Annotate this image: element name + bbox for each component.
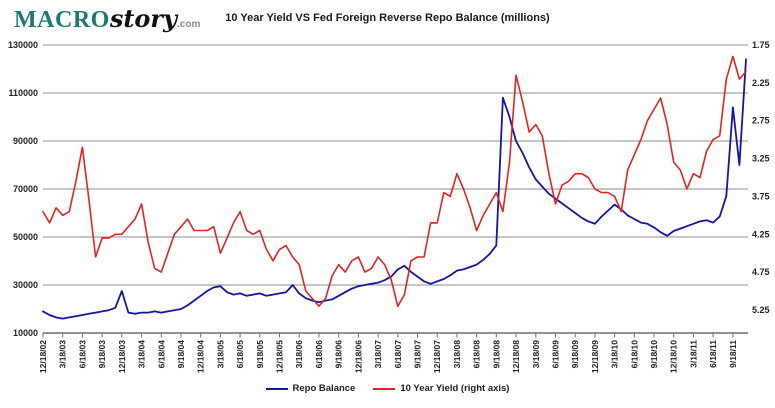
x-axis-tick-label: 6/18/05 bbox=[235, 340, 245, 369]
left-axis-tick-label: 90000 bbox=[13, 136, 38, 146]
x-axis-tick-label: 3/18/04 bbox=[137, 340, 147, 369]
right-axis-tick-label: 3.75 bbox=[752, 191, 770, 201]
x-axis-tick-label: 12/18/09 bbox=[590, 340, 600, 373]
x-axis-tick-label: 3/18/07 bbox=[373, 340, 383, 369]
right-axis-tick-label: 2.25 bbox=[752, 78, 770, 88]
right-axis-tick-label: 1.75 bbox=[752, 40, 770, 50]
x-axis-tick-label: 3/18/10 bbox=[610, 340, 620, 369]
right-axis-tick-label: 2.75 bbox=[752, 116, 770, 126]
x-axis-tick-label: 12/18/05 bbox=[275, 340, 285, 373]
right-axis-tick-label: 5.25 bbox=[752, 305, 770, 315]
left-axis-tick-label: 30000 bbox=[13, 280, 38, 290]
x-axis-tick-label: 3/18/05 bbox=[215, 340, 225, 369]
yield-line-swatch bbox=[373, 387, 396, 390]
x-axis-tick-label: 9/18/11 bbox=[728, 340, 738, 368]
x-axis-tick-label: 6/18/10 bbox=[629, 340, 639, 369]
x-axis-tick-label: 3/18/11 bbox=[688, 340, 698, 368]
right-axis-tick-label: 4.25 bbox=[752, 229, 770, 239]
x-axis-tick-label: 3/18/08 bbox=[452, 340, 462, 369]
repo-balance-line-swatch bbox=[265, 387, 288, 390]
left-axis-tick-label: 10000 bbox=[13, 328, 38, 338]
x-axis-tick-label: 6/18/03 bbox=[77, 340, 87, 369]
x-axis-tick-label: 12/18/06 bbox=[353, 340, 363, 373]
x-axis-tick-label: 6/18/11 bbox=[708, 340, 718, 368]
x-axis-tick-label: 12/18/07 bbox=[432, 340, 442, 373]
x-axis-tick-label: 9/18/09 bbox=[570, 340, 580, 369]
x-axis-tick-label: 6/18/09 bbox=[551, 340, 561, 369]
right-axis-tick-label: 3.25 bbox=[752, 154, 770, 164]
left-axis-tick-label: 130000 bbox=[8, 40, 38, 50]
legend-item-10-year-yield: 10 Year Yield (right axis) bbox=[373, 383, 509, 394]
x-axis-tick-label: 6/18/04 bbox=[156, 340, 166, 369]
x-axis-tick-label: 12/18/08 bbox=[511, 340, 521, 373]
x-axis-tick-label: 6/18/08 bbox=[472, 340, 482, 369]
x-axis-tick-label: 9/18/04 bbox=[176, 340, 186, 369]
x-axis-tick-label: 12/18/03 bbox=[117, 340, 127, 373]
x-axis-tick-label: 6/18/06 bbox=[314, 340, 324, 369]
ten-year-yield-line bbox=[42, 55, 747, 308]
x-axis-tick-label: 9/18/07 bbox=[413, 340, 423, 369]
right-axis-tick-label: 4.75 bbox=[752, 267, 770, 277]
x-axis-tick-label: 12/18/04 bbox=[196, 340, 206, 373]
logo-macro-text: MACRO bbox=[14, 7, 110, 33]
x-axis-tick-label: 9/18/05 bbox=[255, 340, 265, 369]
legend-label-10-year-yield: 10 Year Yield (right axis) bbox=[400, 383, 510, 394]
x-axis-tick-label: 3/18/03 bbox=[58, 340, 68, 369]
x-axis-tick-label: 9/18/08 bbox=[491, 340, 501, 369]
legend-label-repo-balance: Repo Balance bbox=[292, 383, 356, 394]
x-axis-tick-label: 9/18/06 bbox=[334, 340, 344, 369]
x-axis-tick-label: 3/18/06 bbox=[294, 340, 304, 369]
legend-item-repo-balance: Repo Balance bbox=[265, 383, 356, 394]
left-axis-tick-label: 50000 bbox=[13, 232, 38, 242]
left-axis-tick-label: 110000 bbox=[8, 88, 38, 98]
left-axis-tick-label: 70000 bbox=[13, 184, 38, 194]
chart-title: 10 Year Yield VS Fed Foreign Reverse Rep… bbox=[225, 12, 550, 24]
x-axis-tick-label: 9/18/03 bbox=[97, 340, 107, 369]
logo-story-text: story bbox=[109, 4, 178, 33]
x-axis-tick-label: 3/18/09 bbox=[531, 340, 541, 369]
x-axis-tick-label: 12/18/02 bbox=[38, 340, 48, 373]
macrostory-logo: MACROstory.com bbox=[14, 4, 200, 40]
x-axis-tick-label: 6/18/07 bbox=[393, 340, 403, 369]
x-axis-tick-label: 9/18/10 bbox=[649, 340, 659, 369]
logo-tld-text: .com bbox=[177, 19, 201, 30]
x-axis-tick-label: 12/18/10 bbox=[669, 340, 679, 373]
chart-legend: Repo Balance 10 Year Yield (right axis) bbox=[0, 383, 775, 394]
repo-balance-line bbox=[42, 58, 747, 320]
